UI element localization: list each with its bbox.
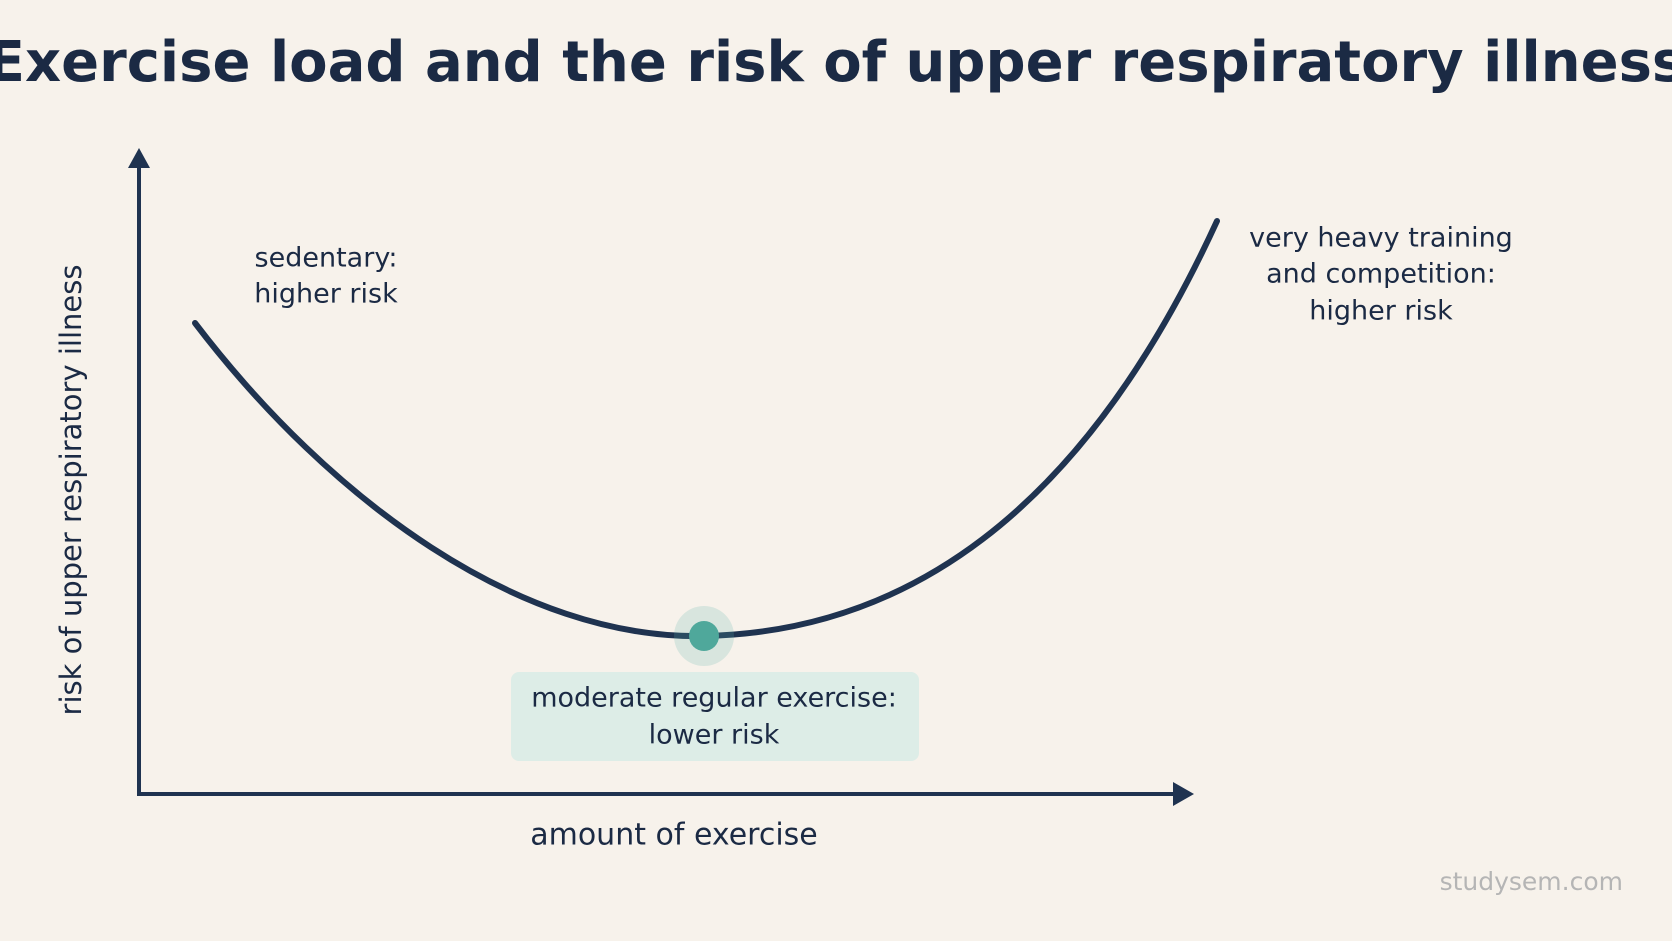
title: Exercise load and the risk of upper resp…	[0, 30, 1672, 95]
y-axis-label: risk of upper respiratory illness	[54, 265, 88, 716]
x-axis-label: amount of exercise	[530, 818, 818, 853]
x-axis-arrow	[1173, 782, 1194, 806]
annotation: moderate regular exercise:	[531, 683, 897, 714]
annotation: sedentary:	[255, 243, 398, 274]
annotation: lower risk	[649, 720, 780, 751]
y-axis-arrow	[128, 148, 150, 168]
minimum-point	[689, 621, 719, 651]
annotation-box	[511, 672, 919, 761]
annotation: higher risk	[254, 279, 398, 310]
annotation: and competition:	[1266, 259, 1496, 290]
annotation: very heavy training	[1249, 223, 1513, 254]
annotation: higher risk	[1309, 296, 1453, 327]
watermark: studysem.com	[1440, 867, 1623, 896]
